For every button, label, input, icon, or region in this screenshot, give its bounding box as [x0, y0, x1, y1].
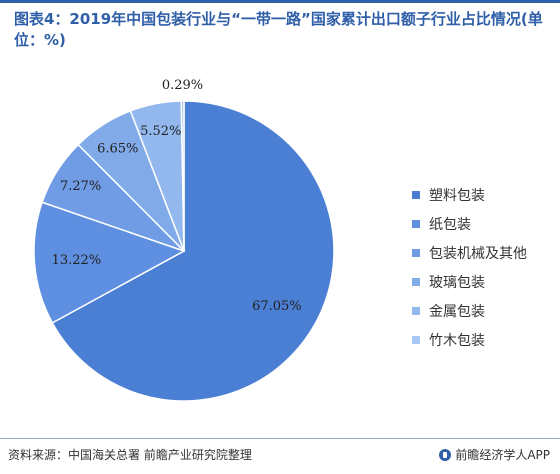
legend-label: 塑料包装: [429, 187, 485, 204]
data-label-6: 0.29%: [162, 78, 203, 93]
legend-item-3: 包装机械及其他: [412, 238, 527, 267]
chart-legend: 塑料包装纸包装包装机械及其他 玻璃包装金属包装竹木包装: [412, 180, 527, 354]
legend-label: 包装机械及其他: [429, 245, 527, 262]
legend-swatch: [412, 219, 420, 228]
legend-item-5: 金属包装: [412, 296, 527, 325]
brand-name: 前瞻经济学人APP: [455, 448, 550, 462]
pie-slice-6: [180, 100, 185, 252]
data-label-2: 13.22%: [52, 253, 102, 268]
chart-title: 图表4：2019年中国包装行业与“一带一路”国家累计出口额子行业占比情况(单位：…: [14, 10, 543, 49]
legend-label: 纸包装: [429, 216, 471, 233]
footer-rule: [0, 438, 560, 439]
legend-label: 金属包装: [429, 303, 485, 320]
legend-item-2: 纸包装: [412, 209, 527, 238]
pie-slice-2: [33, 201, 186, 324]
legend-item-1: 塑料包装: [412, 180, 527, 209]
legend-label: 竹木包装: [429, 332, 485, 349]
legend-swatch: [412, 306, 420, 315]
source-note: 资料来源：中国海关总署 前瞻产业研究院整理: [8, 448, 252, 462]
legend-swatch: [412, 335, 420, 344]
brand-credit: 前瞻经济学人APP: [439, 446, 550, 463]
data-label-5: 5.52%: [140, 124, 181, 139]
legend-item-4: 玻璃包装: [412, 267, 527, 296]
legend-item-6: 竹木包装: [412, 325, 527, 354]
legend-swatch: [412, 277, 420, 286]
legend-swatch: [412, 190, 420, 199]
brand-logo-icon: [439, 448, 452, 461]
top-rule: [0, 0, 560, 3]
pie-slice-1: [51, 100, 335, 402]
data-label-3: 7.27%: [60, 179, 101, 194]
legend-swatch: [412, 248, 420, 257]
legend-label: 玻璃包装: [429, 274, 485, 291]
data-label-1: 67.05%: [252, 299, 302, 314]
data-label-4: 6.65%: [97, 142, 138, 157]
